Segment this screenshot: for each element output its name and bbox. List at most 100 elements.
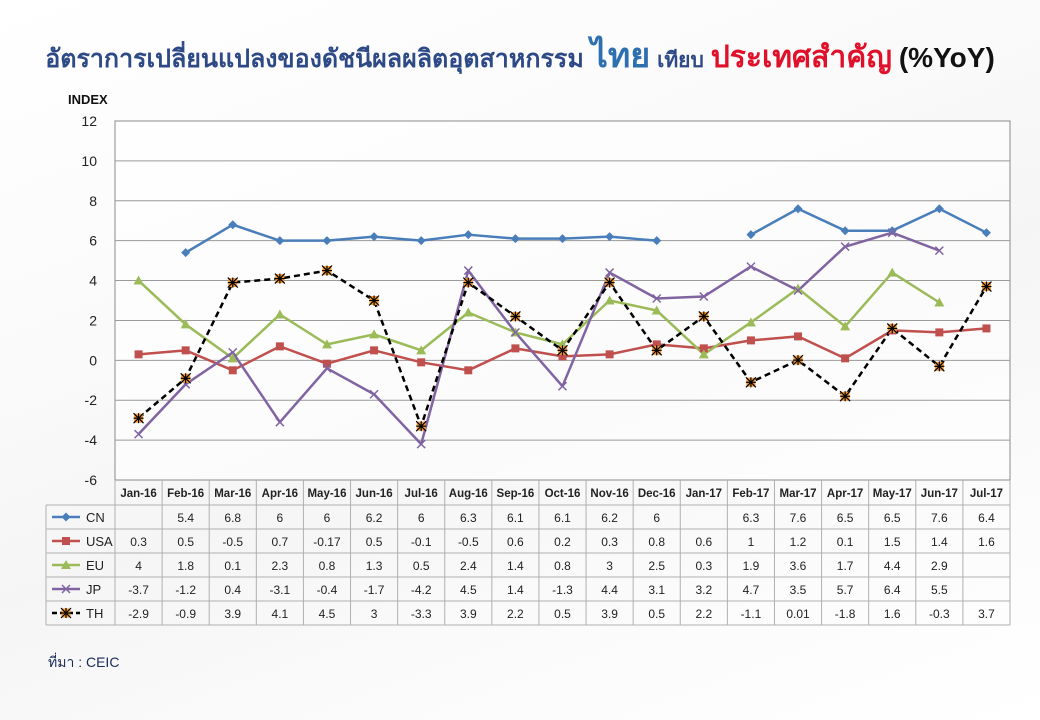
x-tick-label: Mar-17	[779, 488, 816, 500]
y-tick-label: -4	[85, 432, 98, 448]
data-point	[604, 295, 615, 305]
data-point	[180, 319, 191, 329]
table-cell: 0.7	[272, 535, 289, 549]
table-cell: 5.4	[177, 511, 194, 525]
data-point	[792, 354, 804, 366]
data-point	[840, 321, 851, 331]
table-cell: 0.4	[224, 583, 241, 597]
legend-label: CN	[86, 510, 105, 525]
table-cell: -0.1	[411, 535, 432, 549]
data-point	[462, 277, 474, 288]
table-cell: 3.7	[978, 607, 995, 621]
table-cell: 1.6	[884, 607, 901, 621]
data-point	[793, 285, 803, 296]
data-point	[415, 420, 427, 432]
data-point	[652, 236, 662, 246]
data-point	[511, 344, 520, 353]
table-cell: 3.9	[460, 607, 477, 621]
table-cell: 3.1	[648, 583, 665, 597]
series-line-eu	[137, 271, 941, 360]
table-cell: 2.9	[931, 559, 948, 573]
data-point	[605, 232, 615, 242]
table-cell: 6	[324, 511, 331, 525]
y-tick-label: -2	[85, 392, 98, 408]
data-point	[933, 360, 945, 372]
source-note: ที่มา : CEIC	[48, 654, 120, 670]
data-point	[133, 412, 144, 424]
table-cell: 6	[277, 511, 284, 525]
table-cell: 0.1	[837, 535, 854, 549]
table-cell: -1.8	[835, 607, 856, 621]
x-tick-label: Nov-16	[590, 488, 628, 500]
table-cell: 4.1	[272, 607, 289, 621]
table-cell: 6.5	[837, 511, 854, 525]
data-point	[61, 560, 71, 569]
data-point	[981, 228, 991, 238]
data-point	[228, 347, 238, 357]
table-cell: 0.6	[695, 535, 712, 549]
data-point	[368, 295, 380, 306]
data-point	[463, 307, 474, 317]
x-tick-label: Dec-16	[638, 488, 676, 500]
table-cell: -0.4	[317, 583, 338, 597]
table-cell: -0.5	[458, 535, 479, 549]
table-cell: 1	[748, 535, 755, 549]
table-cell: 1.2	[790, 535, 807, 549]
legend-label: JP	[86, 582, 101, 597]
table-cell: 5.7	[837, 583, 854, 597]
data-point	[745, 376, 757, 388]
table-cell: 1.4	[507, 559, 524, 573]
table-cell: 6.5	[884, 511, 901, 525]
x-tick-label: May-16	[307, 488, 346, 500]
table-cell: 1.4	[507, 583, 524, 597]
chart-title: อัตราการเปลี่ยนแปลงของดัชนีผลผลิตอุตสาหก…	[0, 28, 1040, 82]
data-point	[840, 226, 850, 236]
y-tick-label: 2	[89, 312, 97, 328]
x-tick-label: May-17	[873, 488, 912, 500]
y-tick-label: 12	[81, 113, 97, 129]
table-cell: 2.3	[272, 559, 289, 573]
data-point	[558, 234, 567, 244]
y-tick-label: -6	[85, 472, 98, 488]
x-tick-label: Jun-16	[356, 488, 393, 500]
data-point	[321, 265, 333, 277]
table-cell: 2.2	[695, 607, 712, 621]
data-point	[509, 311, 521, 322]
table-cell: 3.2	[695, 583, 712, 597]
table-cell: -4.2	[411, 583, 432, 597]
data-point	[180, 372, 192, 384]
table-cell: 0.5	[177, 535, 194, 549]
y-tick-label: 10	[81, 153, 97, 169]
y-axis-label: INDEX	[68, 92, 108, 107]
series-line-cn	[750, 207, 988, 236]
x-tick-label: Feb-17	[732, 488, 769, 500]
table-cell: 2.4	[460, 559, 477, 573]
table-cell: 1.4	[931, 535, 948, 549]
data-point	[698, 311, 710, 322]
table-cell: 1.9	[743, 559, 760, 573]
table-cell: 3.5	[790, 583, 807, 597]
data-point	[746, 262, 756, 272]
x-tick-label: Apr-17	[827, 488, 863, 500]
table-cell: 0.01	[786, 607, 810, 621]
data-point	[886, 322, 898, 334]
data-point	[840, 242, 850, 252]
table-cell: 1.7	[837, 559, 854, 573]
x-tick-label: Jul-16	[405, 488, 438, 500]
table-cell: -1.7	[364, 583, 385, 597]
table-cell: 6.4	[978, 511, 995, 525]
table-cell: 4.5	[460, 583, 477, 597]
x-tick-label: Mar-16	[214, 488, 251, 500]
x-tick-label: Oct-16	[545, 488, 581, 500]
data-point	[416, 439, 426, 449]
data-point	[510, 327, 520, 337]
data-point	[463, 266, 473, 276]
y-tick-label: 8	[89, 193, 97, 209]
table-cell: -2.9	[128, 607, 149, 621]
data-point	[464, 366, 473, 375]
table-cell: 0.3	[695, 559, 712, 573]
data-point	[934, 297, 945, 307]
table-cell: -1.3	[552, 583, 573, 597]
table-cell: -0.5	[222, 535, 243, 549]
data-point	[652, 293, 662, 304]
